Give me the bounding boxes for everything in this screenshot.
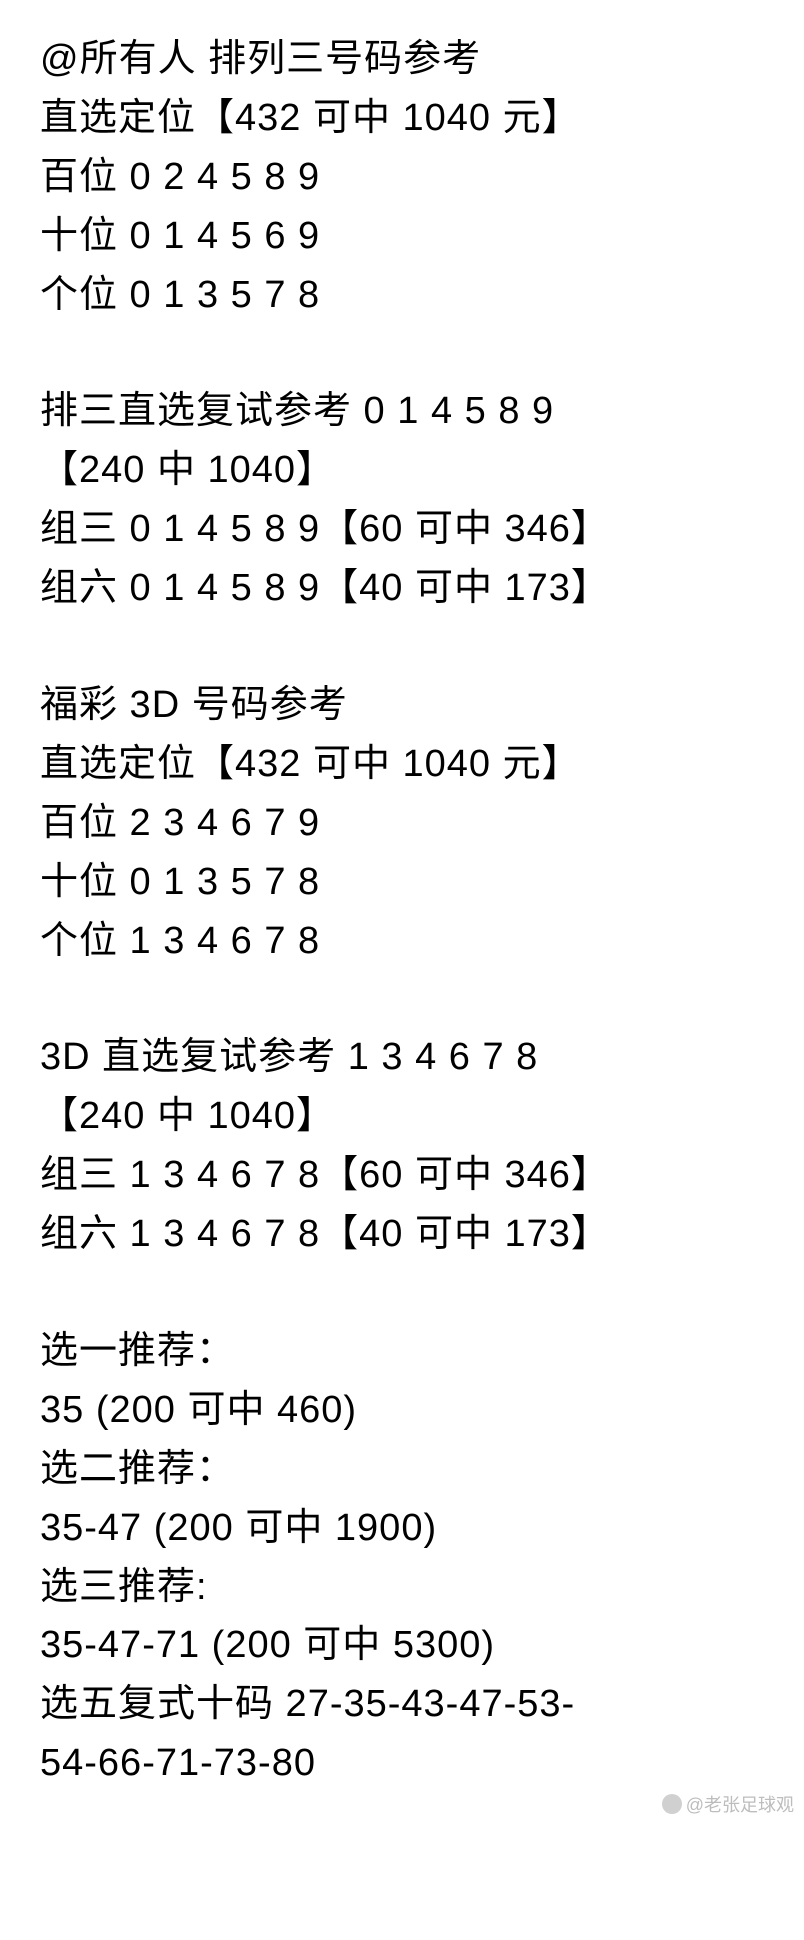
spacer (40, 618, 764, 676)
spacer (40, 1264, 764, 1322)
fc3d-zu6: 组六 1 3 4 6 7 8【40 可中 173】 (40, 1205, 764, 1264)
p3-ge: 个位 0 1 3 5 7 8 (40, 266, 764, 325)
p3-fushi-header: 排三直选复试参考 0 1 4 5 8 9 (40, 382, 764, 441)
fc3d-fushi-header: 3D 直选复试参考 1 3 4 6 7 8 (40, 1028, 764, 1087)
watermark-text: @老张足球观 (686, 1791, 794, 1817)
p3-zhixuan-label: 直选定位【432 可中 1040 元】 (40, 89, 764, 148)
p3-zu6: 组六 0 1 4 5 8 9【40 可中 173】 (40, 559, 764, 618)
pick2-value: 35-47 (200 可中 1900) (40, 1499, 764, 1558)
document-body: @所有人 排列三号码参考 直选定位【432 可中 1040 元】 百位 0 2 … (0, 0, 804, 1823)
pick1-value: 35 (200 可中 460) (40, 1381, 764, 1440)
p3-fushi-odds: 【240 中 1040】 (40, 441, 764, 500)
spacer (40, 324, 764, 382)
p3-zu3: 组三 0 1 4 5 8 9【60 可中 346】 (40, 500, 764, 559)
fc3d-bai: 百位 2 3 4 6 7 9 (40, 794, 764, 853)
spacer (40, 970, 764, 1028)
fc3d-zhixuan-label: 直选定位【432 可中 1040 元】 (40, 735, 764, 794)
pick3-value: 35-47-71 (200 可中 5300) (40, 1616, 764, 1675)
p3-bai: 百位 0 2 4 5 8 9 (40, 148, 764, 207)
pick2-label: 选二推荐： (40, 1440, 764, 1499)
fc3d-fushi-odds: 【240 中 1040】 (40, 1087, 764, 1146)
watermark: @老张足球观 (662, 1791, 794, 1817)
fc3d-shi: 十位 0 1 3 5 7 8 (40, 853, 764, 912)
p3-shi: 十位 0 1 4 5 6 9 (40, 207, 764, 266)
weibo-icon (662, 1794, 682, 1814)
p3-header: @所有人 排列三号码参考 (40, 30, 764, 89)
pick5-line2: 54-66-71-73-80 (40, 1734, 764, 1793)
pick5-line1: 选五复式十码 27-35-43-47-53- (40, 1675, 764, 1734)
pick3-label: 选三推荐: (40, 1558, 764, 1617)
pick1-label: 选一推荐： (40, 1322, 764, 1381)
fc3d-ge: 个位 1 3 4 6 7 8 (40, 912, 764, 971)
fc3d-header: 福彩 3D 号码参考 (40, 676, 764, 735)
fc3d-zu3: 组三 1 3 4 6 7 8【60 可中 346】 (40, 1146, 764, 1205)
